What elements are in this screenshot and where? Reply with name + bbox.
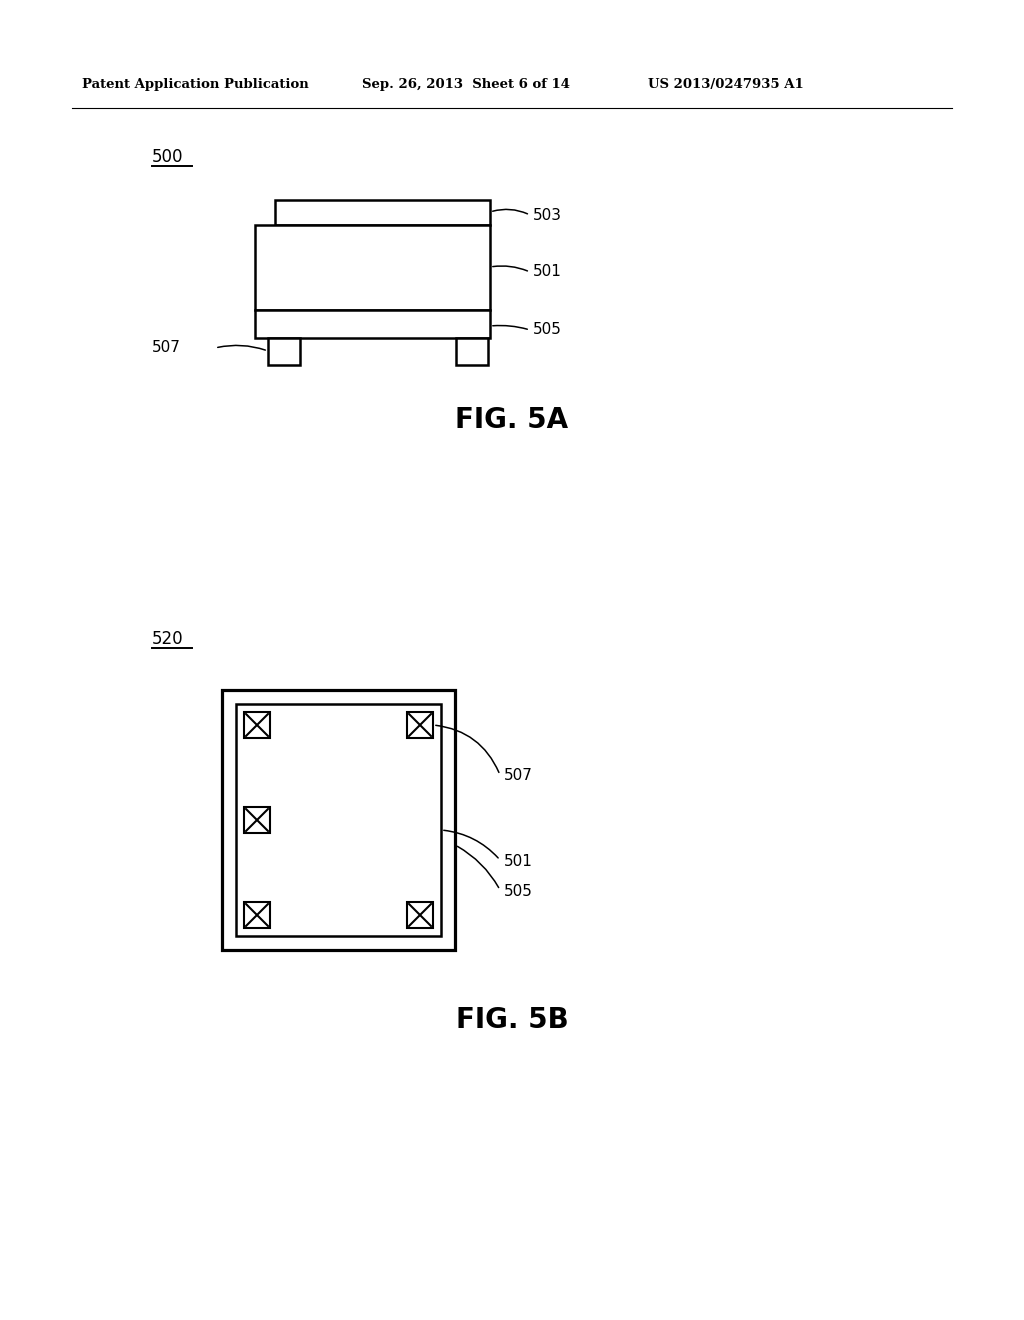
Bar bbox=[255, 224, 490, 310]
Text: FIG. 5A: FIG. 5A bbox=[456, 407, 568, 434]
Text: US 2013/0247935 A1: US 2013/0247935 A1 bbox=[648, 78, 804, 91]
Text: FIG. 5B: FIG. 5B bbox=[456, 1006, 568, 1034]
Text: 501: 501 bbox=[534, 264, 562, 280]
Text: Patent Application Publication: Patent Application Publication bbox=[82, 78, 309, 91]
Bar bbox=[236, 704, 441, 936]
Text: 507: 507 bbox=[504, 767, 532, 783]
Bar bbox=[244, 711, 270, 738]
Text: 500: 500 bbox=[152, 148, 183, 166]
Bar bbox=[244, 807, 270, 833]
Text: 505: 505 bbox=[534, 322, 562, 338]
Text: 503: 503 bbox=[534, 207, 562, 223]
Bar bbox=[456, 338, 488, 366]
Bar bbox=[255, 310, 490, 338]
Text: Sep. 26, 2013  Sheet 6 of 14: Sep. 26, 2013 Sheet 6 of 14 bbox=[362, 78, 570, 91]
Bar bbox=[244, 902, 270, 928]
Text: 505: 505 bbox=[504, 884, 532, 899]
Bar bbox=[407, 711, 433, 738]
Text: 507: 507 bbox=[152, 341, 181, 355]
Bar bbox=[222, 690, 455, 950]
Text: 501: 501 bbox=[504, 854, 532, 870]
Bar bbox=[268, 338, 300, 366]
Text: 520: 520 bbox=[152, 630, 183, 648]
Bar bbox=[407, 902, 433, 928]
Bar bbox=[275, 201, 490, 224]
